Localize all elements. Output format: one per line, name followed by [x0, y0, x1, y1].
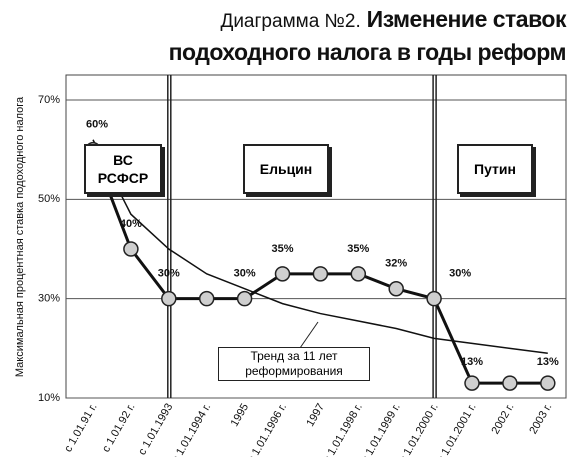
title-prefix: Диаграмма №2. — [220, 11, 361, 32]
x-tick-label: 2002 г. — [489, 402, 516, 437]
x-tick-label: с 1.01.1994 г. — [170, 402, 214, 457]
value-label: 40% — [120, 218, 142, 230]
value-label: 30% — [234, 268, 256, 280]
y-tick-label: 30% — [38, 293, 60, 305]
data-point — [388, 280, 404, 297]
data-point — [274, 266, 291, 282]
period-label: Ельцин — [243, 144, 329, 194]
x-tick-label: с 1.01.1999 г. — [359, 402, 403, 457]
value-label: 32% — [385, 258, 407, 270]
value-label: 35% — [271, 243, 293, 255]
data-point — [123, 241, 139, 257]
chart-title: Изменение ставок подоходного налога в го… — [168, 6, 567, 65]
data-point — [350, 266, 367, 282]
x-tick-label: 2003 г. — [527, 402, 554, 437]
y-axis-label: Максимальная процентная ставка подоходно… — [14, 96, 26, 377]
x-tick-label: с 1.01.1998 г. — [321, 402, 365, 457]
value-label: 30% — [449, 268, 471, 280]
data-point — [312, 266, 329, 282]
value-label: 13% — [461, 356, 483, 368]
value-label: 60% — [86, 119, 108, 131]
x-tick-label: 1997 — [304, 402, 327, 429]
data-point — [464, 375, 480, 391]
trend-annotation: Тренд за 11 лет реформирования — [218, 347, 370, 381]
title-block: Диаграмма №2. Изменение ставок подоходно… — [96, 4, 567, 68]
data-point — [161, 290, 177, 307]
y-tick-label: 70% — [38, 94, 60, 106]
y-tick-label: 10% — [38, 392, 60, 404]
x-tick-label: с 1.01.2000 г. — [397, 402, 441, 457]
x-tick-label: с 1.01.91 г. — [62, 402, 99, 455]
period-label: Путин — [457, 144, 533, 194]
x-tick-label: с 1.01.1996 г. — [246, 402, 290, 457]
value-label: 35% — [347, 243, 369, 255]
y-tick-label: 50% — [38, 193, 60, 205]
data-point — [540, 375, 556, 391]
x-tick-label: с 1.01.92 г. — [100, 402, 137, 455]
data-point — [236, 290, 253, 307]
data-point — [198, 290, 215, 307]
data-point — [502, 375, 518, 391]
value-label: 30% — [158, 268, 180, 280]
x-tick-label: с 1.01.1993 — [136, 402, 175, 457]
value-label: 13% — [537, 356, 559, 368]
annotation-pointer — [299, 321, 319, 349]
x-tick-label: с 1.01.2001 г. — [435, 402, 479, 457]
data-point — [426, 290, 442, 307]
period-label: ВС РСФСР — [84, 144, 162, 194]
trend-line — [92, 139, 548, 355]
x-tick-label: 1995 — [229, 402, 252, 429]
